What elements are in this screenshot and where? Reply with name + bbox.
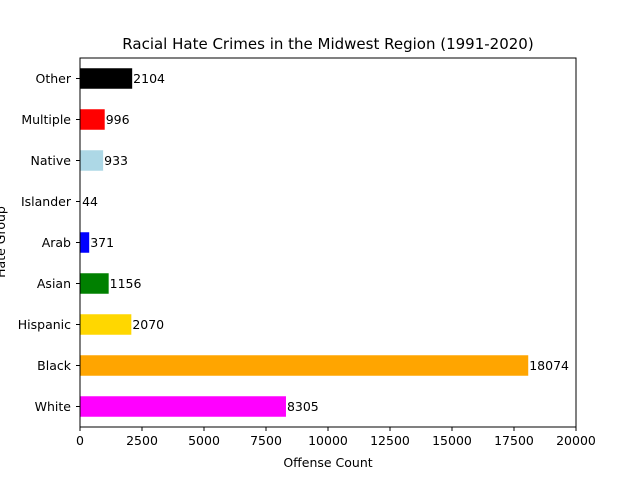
chart-title: Racial Hate Crimes in the Midwest Region…: [122, 35, 533, 53]
x-tick-label: 20000: [556, 433, 596, 448]
x-tick-label: 7500: [250, 433, 282, 448]
x-tick-label: 10000: [308, 433, 348, 448]
y-tick-label-white: White: [35, 399, 72, 414]
data-label-asian: 1156: [110, 276, 142, 291]
y-tick-label-black: Black: [37, 358, 72, 373]
bar-arab: [80, 232, 90, 253]
plot-frame: [79, 57, 577, 428]
x-tick-label: 5000: [188, 433, 220, 448]
bar-other: [80, 68, 133, 89]
y-tick-label-other: Other: [36, 71, 72, 86]
data-label-islander: 44: [82, 194, 98, 209]
x-tick-label: 2500: [126, 433, 158, 448]
data-label-multiple: 996: [106, 112, 130, 127]
bar-hispanic: [80, 314, 132, 335]
y-tick-label-multiple: Multiple: [21, 112, 71, 127]
bar-white: [80, 396, 286, 417]
data-label-white: 8305: [287, 399, 319, 414]
data-label-arab: 371: [90, 235, 114, 250]
y-tick-label-arab: Arab: [42, 235, 71, 250]
x-axis: 0 2500 5000 7500 10000 12500 15000 17500 20000: [76, 427, 596, 448]
data-label-native: 933: [104, 153, 128, 168]
bars-group: 8305 18074 2070 1156 371 44 933 996 2104: [80, 68, 569, 417]
y-axis: White Black Hispanic Asian Arab Islander Nativ…: [18, 71, 80, 414]
bar-asian: [80, 273, 109, 294]
x-tick-label: 17500: [494, 433, 534, 448]
y-tick-label-islander: Islander: [21, 194, 72, 209]
y-axis-label: Hate Group: [0, 206, 8, 278]
y-tick-label-asian: Asian: [37, 276, 71, 291]
x-tick-label: 0: [76, 433, 84, 448]
bar-native: [80, 150, 104, 171]
bar-islander: [80, 191, 82, 212]
data-label-hispanic: 2070: [132, 317, 164, 332]
x-tick-label: 15000: [432, 433, 472, 448]
data-label-other: 2104: [133, 71, 165, 86]
y-tick-label-hispanic: Hispanic: [18, 317, 71, 332]
x-tick-label: 12500: [370, 433, 410, 448]
data-label-black: 18074: [529, 358, 569, 373]
y-tick-label-native: Native: [31, 153, 72, 168]
bar-black: [80, 355, 529, 376]
bar-multiple: [80, 109, 105, 130]
x-axis-label: Offense Count: [283, 455, 372, 470]
